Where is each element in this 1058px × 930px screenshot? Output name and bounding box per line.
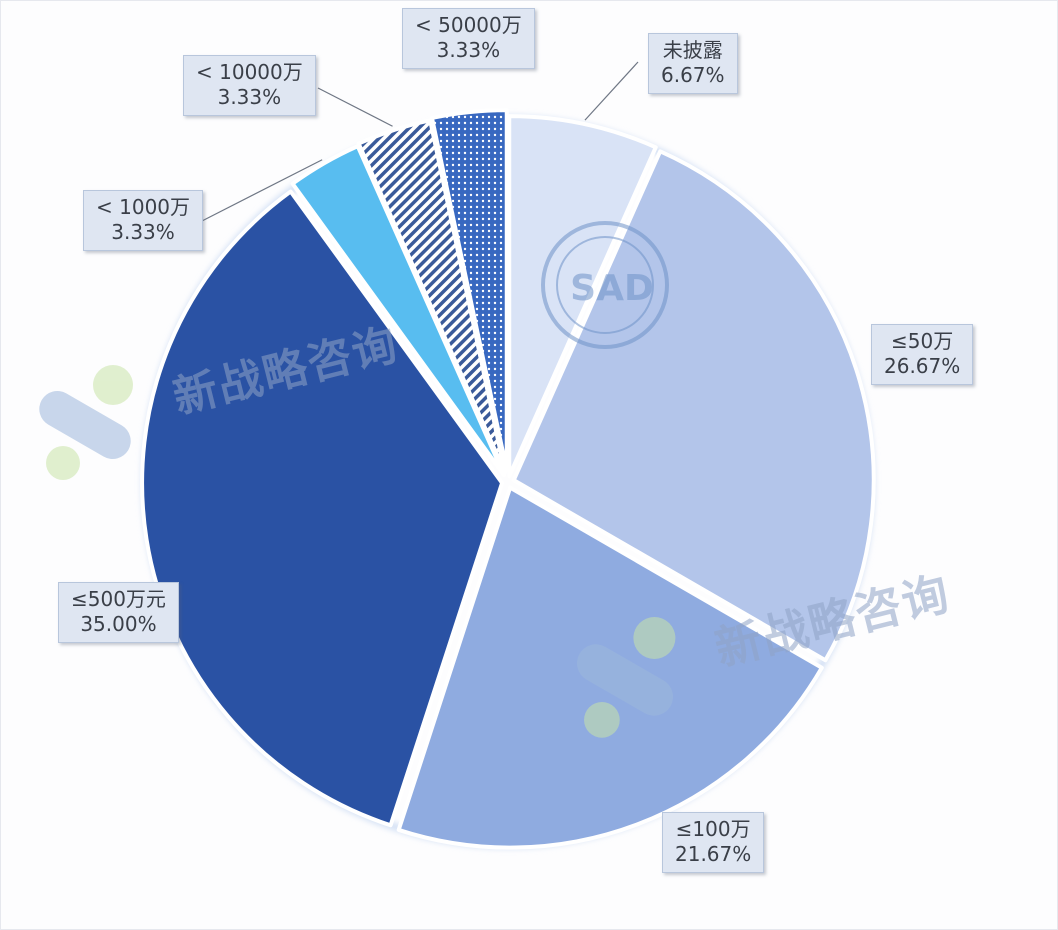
slice-label-0: 未披露 6.67% xyxy=(648,33,738,94)
pie-slice-0 xyxy=(507,114,658,479)
slice-label-4-name: < 1000万 xyxy=(96,195,191,219)
watermark-seal: SAD xyxy=(541,221,669,349)
pie-slice-1 xyxy=(511,149,876,663)
slice-label-2-name: ≤100万 xyxy=(675,817,751,841)
slice-label-2: ≤100万 21.67% xyxy=(662,812,765,873)
leader-line-5 xyxy=(317,87,393,127)
slice-label-5: < 10000万 3.33% xyxy=(183,55,316,116)
pie-slice-3 xyxy=(140,189,505,828)
slice-label-3-pct: 35.00% xyxy=(80,612,157,636)
slice-label-3: ≤500万元 35.00% xyxy=(58,582,179,643)
slice-label-5-pct: 3.33% xyxy=(217,85,282,109)
leader-line-0 xyxy=(584,61,639,121)
slice-label-2-pct: 21.67% xyxy=(675,842,752,866)
slice-label-4: < 1000万 3.33% xyxy=(83,190,204,251)
slice-label-6-name: < 50000万 xyxy=(415,13,522,37)
slice-label-1-name: ≤50万 xyxy=(891,329,954,353)
slice-label-0-name: 未披露 xyxy=(662,38,723,62)
pie-slice-6 xyxy=(429,108,509,473)
slice-label-1-pct: 26.67% xyxy=(884,354,961,378)
slice-label-6: < 50000万 3.33% xyxy=(402,8,535,69)
slice-label-4-pct: 3.33% xyxy=(111,220,175,244)
slice-label-3-name: ≤500万元 xyxy=(71,587,166,611)
slice-label-6-pct: 3.33% xyxy=(436,38,501,62)
watermark-logo-left xyxy=(39,365,133,480)
pie-slice-5 xyxy=(356,118,507,475)
slice-label-1: ≤50万 26.67% xyxy=(871,324,974,385)
slice-label-5-name: < 10000万 xyxy=(196,60,303,84)
watermark-logo-center xyxy=(577,617,676,738)
leader-line-4 xyxy=(199,159,323,223)
slice-label-0-pct: 6.67% xyxy=(661,63,725,87)
watermark-seal-text: SAD xyxy=(570,268,654,309)
